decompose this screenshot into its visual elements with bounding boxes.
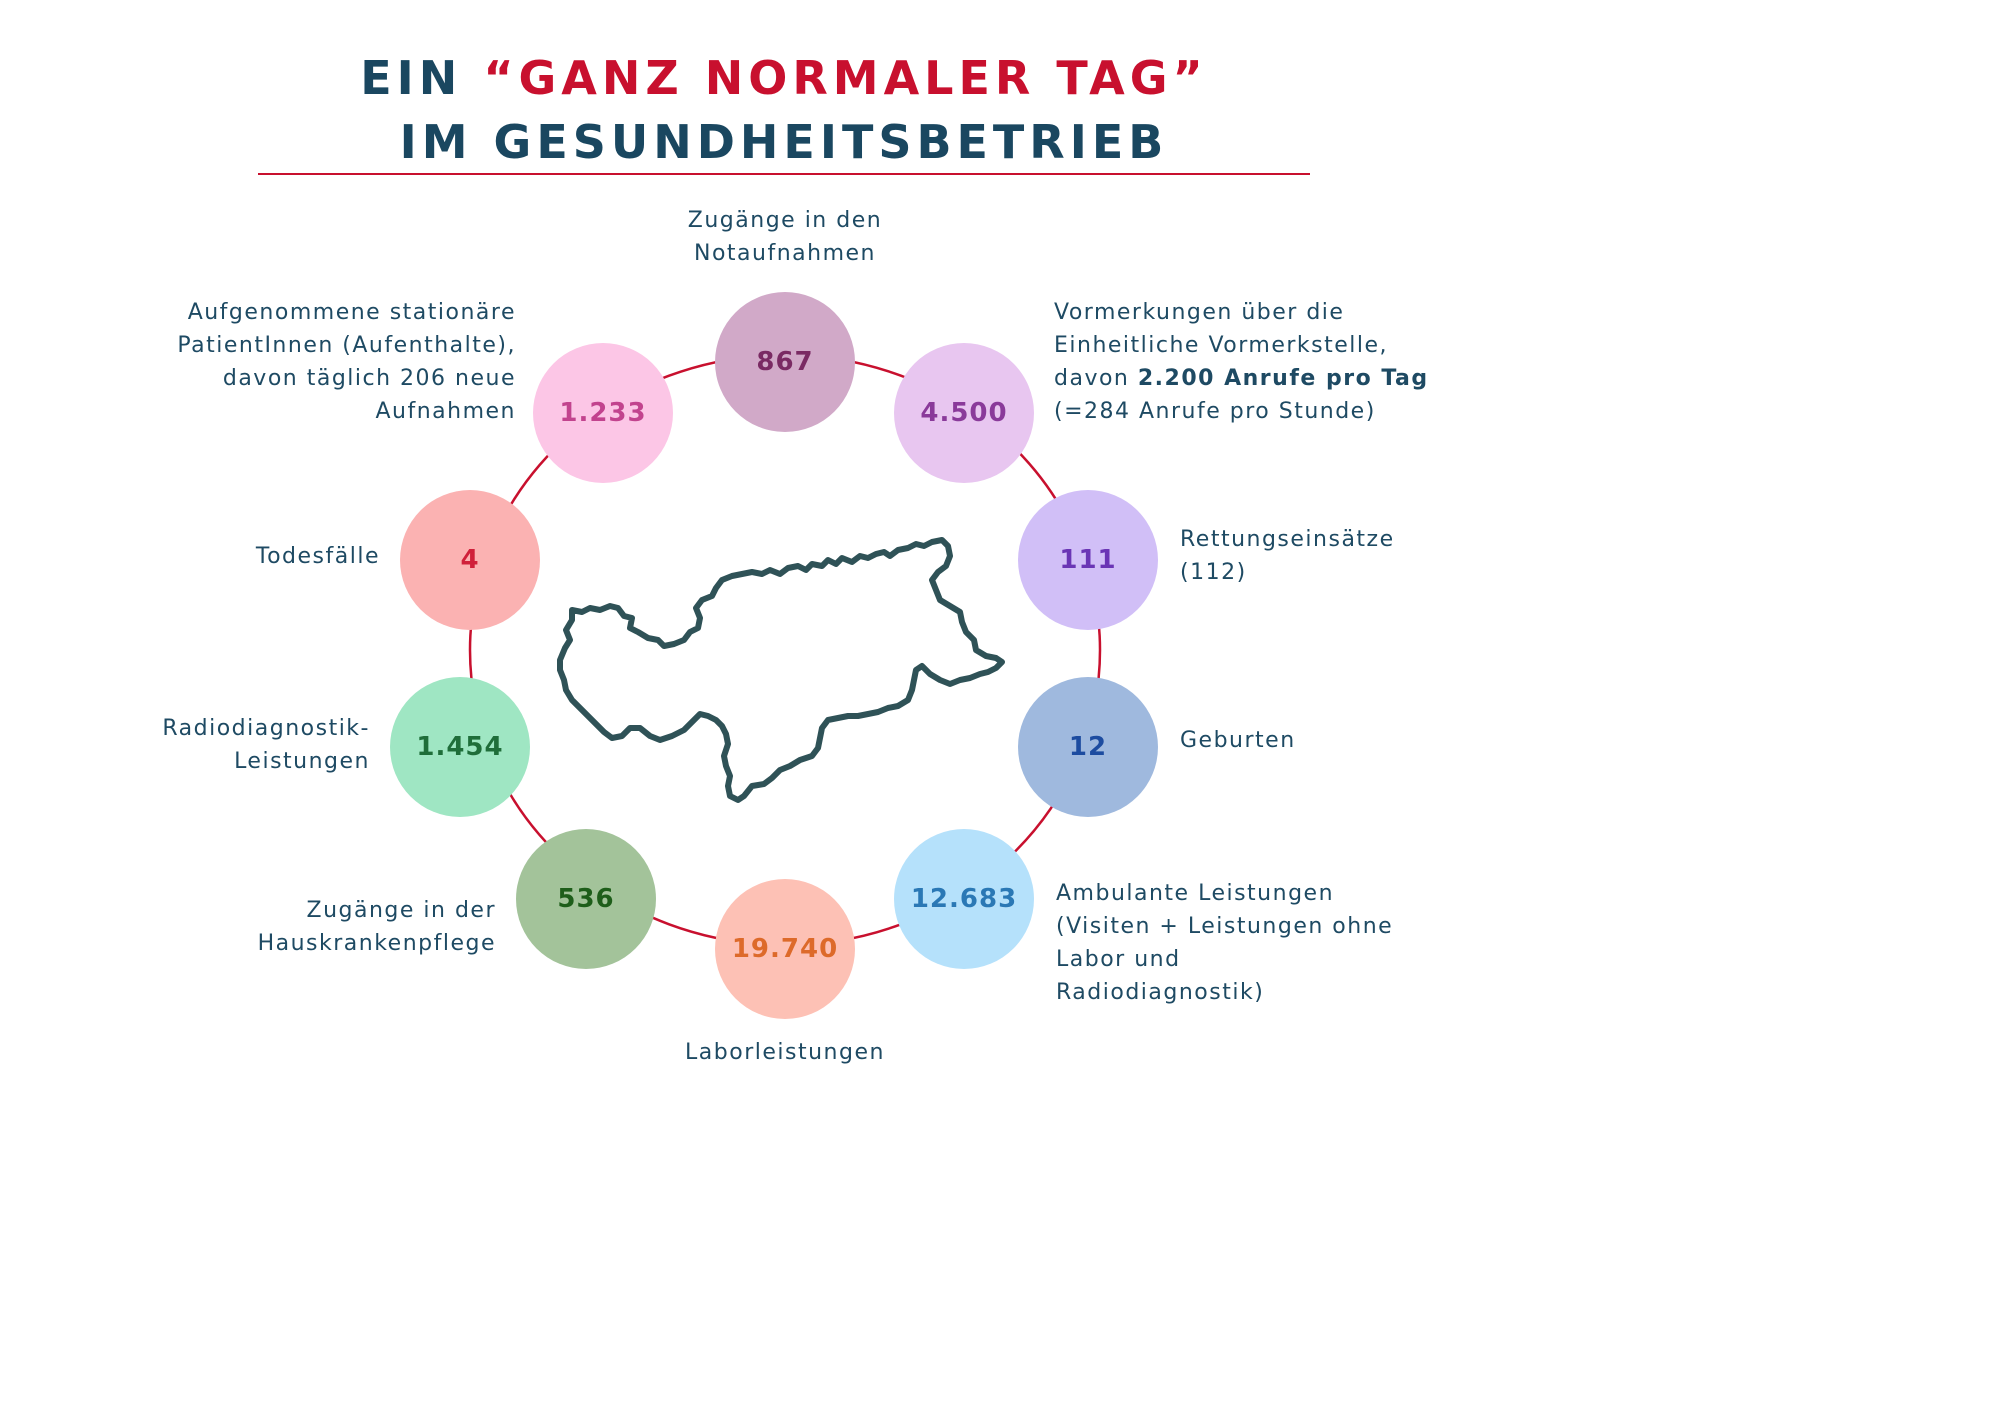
label-radio: Radiodiagnostik- Leistungen: [162, 716, 370, 774]
value-todesfaelle: 4: [460, 545, 480, 575]
bubble-notaufnahmen: 867: [715, 292, 855, 432]
value-stationaer: 1.233: [559, 398, 647, 428]
value-notaufnahmen: 867: [756, 347, 814, 377]
value-geburten: 12: [1068, 732, 1108, 762]
title-divider: [258, 173, 1310, 175]
label-vormerkungen: Vormerkungen über die Einheitliche Vorme…: [1054, 300, 1429, 424]
bubble-geburten: 12: [1018, 677, 1158, 817]
label-ambulant: Ambulante Leistungen (Visiten + Leistung…: [1056, 881, 1394, 1005]
label-stationaer: Aufgenommene stationäre PatientInnen (Au…: [177, 300, 516, 424]
label-todesfaelle: Todesfälle: [255, 544, 380, 569]
title-line-2: IM GESUNDHEITSBETRIEB: [399, 115, 1169, 169]
title-prefix: EIN: [360, 51, 484, 105]
bubble-hauskranken: 536: [516, 829, 656, 969]
label-labor: Laborleistungen: [685, 1040, 885, 1065]
value-ambulant: 12.683: [910, 884, 1018, 914]
label-rettung: Rettungseinsätze (112): [1180, 527, 1395, 585]
label-geburten: Geburten: [1180, 728, 1296, 753]
value-rettung: 111: [1059, 545, 1117, 575]
label-hauskranken: Zugänge in der Hauskrankenpflege: [257, 898, 496, 956]
bubble-labor: 19.740: [715, 879, 855, 1019]
title-highlight: “GANZ NORMALER TAG”: [483, 51, 1208, 105]
bubble-radio: 1.454: [390, 677, 530, 817]
value-hauskranken: 536: [557, 884, 615, 914]
value-labor: 19.740: [731, 934, 839, 964]
bubble-vormerkungen: 4.500: [894, 343, 1034, 483]
region-map-outline: [557, 537, 1005, 803]
bubble-ambulant: 12.683: [894, 829, 1034, 969]
calls-per-day: 2.200 Anrufe pro Tag: [1137, 366, 1429, 391]
bubble-rettung: 111: [1018, 490, 1158, 630]
value-vormerkungen: 4.500: [920, 398, 1008, 428]
bubble-todesfaelle: 4: [400, 490, 540, 630]
bubble-stationaer: 1.233: [533, 343, 673, 483]
value-radio: 1.454: [416, 732, 504, 762]
label-notaufnahmen: Zugänge in den Notaufnahmen: [687, 208, 883, 266]
title-line-1: EIN “GANZ NORMALER TAG”: [0, 48, 1568, 108]
